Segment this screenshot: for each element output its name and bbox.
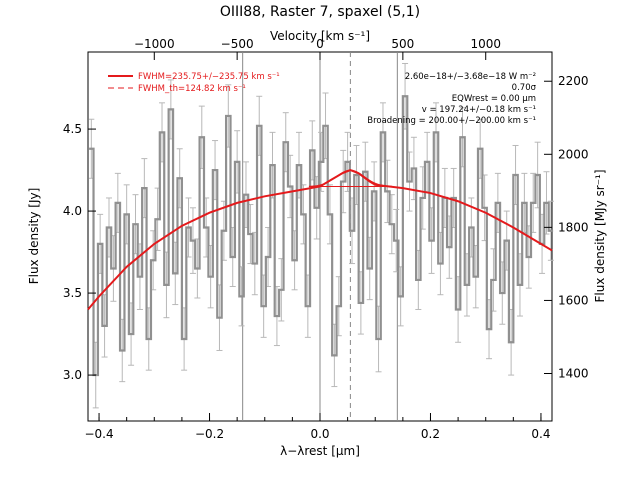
y-tick-label: 4.0 xyxy=(63,204,82,218)
y-tick-label: 3.0 xyxy=(63,368,82,382)
chart-title: OIII88, Raster 7, spaxel (5,1) xyxy=(220,4,420,20)
x-top-tick-label: 0 xyxy=(316,37,324,51)
x-tick-label: −0.2 xyxy=(195,427,224,441)
x-axis-label: λ−λrest [μm] xyxy=(280,444,360,458)
spectrum-line xyxy=(89,95,554,377)
legend-entry-fit: FWHM=235.75+/−235.75 km s⁻¹ xyxy=(138,72,280,82)
y-right-tick-label: 2000 xyxy=(558,147,589,161)
legend-entry-thermal: FWHM_th=124.82 km s⁻¹ xyxy=(138,84,246,94)
annotation-flux: 2.60e−18+/−3.68e−18 W m⁻² xyxy=(405,72,536,82)
x-top-axis-label: Velocity [km s⁻¹] xyxy=(270,29,370,43)
annotation-broadening: Broadening = 200.00+/−200.00 km s⁻¹ xyxy=(367,116,536,126)
y-right-tick-label: 1800 xyxy=(558,220,589,234)
y-right-axis-label: Flux density [MJy sr⁻¹] xyxy=(593,169,607,302)
x-top-tick-label: −1000 xyxy=(134,37,175,51)
gaussian-component xyxy=(308,169,392,187)
fit-annotations: 2.60e−18+/−3.68e−18 W m⁻² 0.70σ EQWrest … xyxy=(367,72,536,126)
x-tick-label: −0.4 xyxy=(84,427,113,441)
x-top-tick-label: −500 xyxy=(221,37,254,51)
y-right-tick-label: 2200 xyxy=(558,74,589,88)
y-left-axis-label: Flux density [Jy] xyxy=(27,188,41,285)
x-tick-label: 0.2 xyxy=(421,427,440,441)
annotation-sigma: 0.70σ xyxy=(512,83,537,93)
fit-series xyxy=(87,169,553,311)
axis-ticks: −0.4 −0.2 0.0 0.2 0.4 −1000 −500 0 500 1000 3.0 3.5… xyxy=(63,37,589,441)
x-top-tick-label: 500 xyxy=(391,37,414,51)
y-tick-label: 4.5 xyxy=(63,122,82,136)
x-tick-label: 0.0 xyxy=(310,427,329,441)
y-right-tick-label: 1600 xyxy=(558,293,589,307)
x-top-tick-label: 1000 xyxy=(470,37,501,51)
annotation-velocity: v = 197.24+/−0.18 km s⁻¹ xyxy=(422,105,536,115)
y-right-tick-label: 1400 xyxy=(558,367,589,381)
y-tick-label: 3.5 xyxy=(63,286,82,300)
annotation-eqw: EQWrest = 0.00 μm xyxy=(452,94,536,104)
legend: FWHM=235.75+/−235.75 km s⁻¹ FWHM_th=124.… xyxy=(108,72,280,94)
spectrum-series xyxy=(88,62,554,409)
reference-lines xyxy=(242,52,398,421)
x-tick-label: 0.4 xyxy=(531,427,550,441)
